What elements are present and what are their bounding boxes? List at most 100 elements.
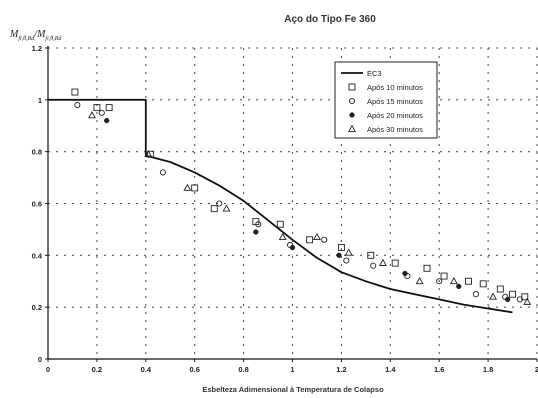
legend-label: Após 15 minutos [367,97,423,106]
legend-entry: Após 30 minutos [348,124,423,134]
y-label-sub2: fi,θ,Rd [45,35,62,42]
data-point-square [71,88,79,96]
data-point-triangle [415,276,424,285]
data-point-square [391,259,399,267]
x-tick-label: 0.8 [238,365,248,374]
data-point-circle [343,257,350,264]
data-point-square [521,293,529,301]
data-point-triangle [183,183,192,191]
data-point-triangle [278,232,287,241]
series-square [71,88,529,301]
data-point-square [465,277,472,285]
x-tick-label: 1.6 [434,365,444,374]
data-point-dot [253,229,259,235]
ec3-curve [48,98,513,314]
legend-label: Após 20 minutos [367,111,423,120]
legend-label: EC3 [367,69,382,78]
series-circle [74,101,523,303]
y-axis-label: Mfi,θ,Rd/Mfi,θ,Rd [9,29,62,42]
data-point-circle [74,101,81,109]
data-point-circle [370,262,377,269]
x-tick-label: 1.8 [483,365,493,374]
data-point-triangle [144,149,153,158]
y-tick-label: 0.8 [32,148,42,157]
legend-entry: Após 20 minutos [349,111,423,120]
legend-entry: Após 10 minutos [348,83,423,92]
data-point-triangle [379,258,387,266]
series-line [48,98,513,314]
legend-marker-square [348,83,356,91]
data-point-triangle [523,297,532,305]
legend-entry: Após 15 minutos [348,97,423,106]
x-axis-label: Esbelteza Adimensional à Temperatura de … [202,385,384,394]
data-point-square [440,272,448,280]
data-point-circle [159,169,166,176]
y-tick-label: 1.2 [32,44,42,53]
y-tick-labels: 0 0.2 0.4 0.6 0.8 1 1.2 [32,44,43,364]
data-point-dot [456,283,462,290]
data-point-square [105,104,113,112]
x-tick-labels: 0 0.2 0.4 0.6 0.8 1 1.2 1.4 1.6 1.8 2 [46,365,538,374]
chart-title: Aço do Tipo Fe 360 [284,14,376,25]
y-tick-label: 0 [38,355,42,364]
data-point-square [367,251,375,259]
data-point-square [210,205,218,213]
data-point-circle [472,291,479,298]
x-tick-label: 0 [46,365,50,374]
data-point-dot [336,252,342,258]
data-point-dot [505,296,511,303]
y-label-sep: /M [33,29,46,40]
data-point-square [423,264,431,272]
data-point-square [509,290,516,298]
data-point-triangle [88,111,96,119]
data-point-dot [104,117,110,124]
axes [45,46,538,362]
legend: EC3 Após 10 minutos Após 15 minutos Após 20… [334,61,438,139]
series-dot [104,117,511,303]
legend-label: Após 10 minutos [367,83,423,92]
data-point-square [306,236,314,244]
legend-marker-dot [349,112,355,118]
x-tick-label: 0.2 [92,365,102,374]
data-point-circle [321,236,328,243]
legend-label: Após 30 minutos [367,125,423,134]
data-point-triangle [489,292,497,300]
legend-marker-triangle [348,124,356,132]
y-tick-label: 1 [38,96,42,105]
data-point-triangle [222,204,231,212]
series-triangle [88,111,532,305]
data-point-square [93,104,101,112]
data-point-triangle [312,232,321,241]
data-point-square [147,150,155,158]
y-label-main: M [9,29,19,40]
legend-entry: EC3 [341,69,382,78]
data-point-square [191,184,199,192]
x-tick-label: 0.6 [189,365,199,374]
data-point-circle [436,278,443,285]
grid [48,47,538,359]
y-tick-label: 0.6 [32,200,42,209]
data-point-square [479,280,487,288]
x-tick-label: 1.4 [385,365,396,374]
x-tick-label: 1.2 [336,365,346,374]
y-tick-label: 0.2 [32,303,42,312]
data-point-triangle [344,248,353,256]
y-tick-label: 0.4 [32,251,43,260]
x-tick-label: 0.4 [141,365,152,374]
data-point-dot [289,244,296,251]
x-tick-label: 2 [535,365,538,374]
data-point-square [337,244,345,252]
data-point-circle [216,200,223,207]
y-label-sub1: fi,θ,Rd [18,35,35,42]
data-point-circle [98,109,105,116]
data-point-triangle [449,276,458,285]
legend-marker-circle [348,97,356,105]
data-point-square [496,285,504,293]
series-group [48,88,532,314]
data-point-dot [402,270,408,277]
x-tick-label: 1 [290,365,294,374]
data-point-circle [255,221,262,228]
data-point-circle [516,296,523,303]
data-point-square [276,220,284,228]
